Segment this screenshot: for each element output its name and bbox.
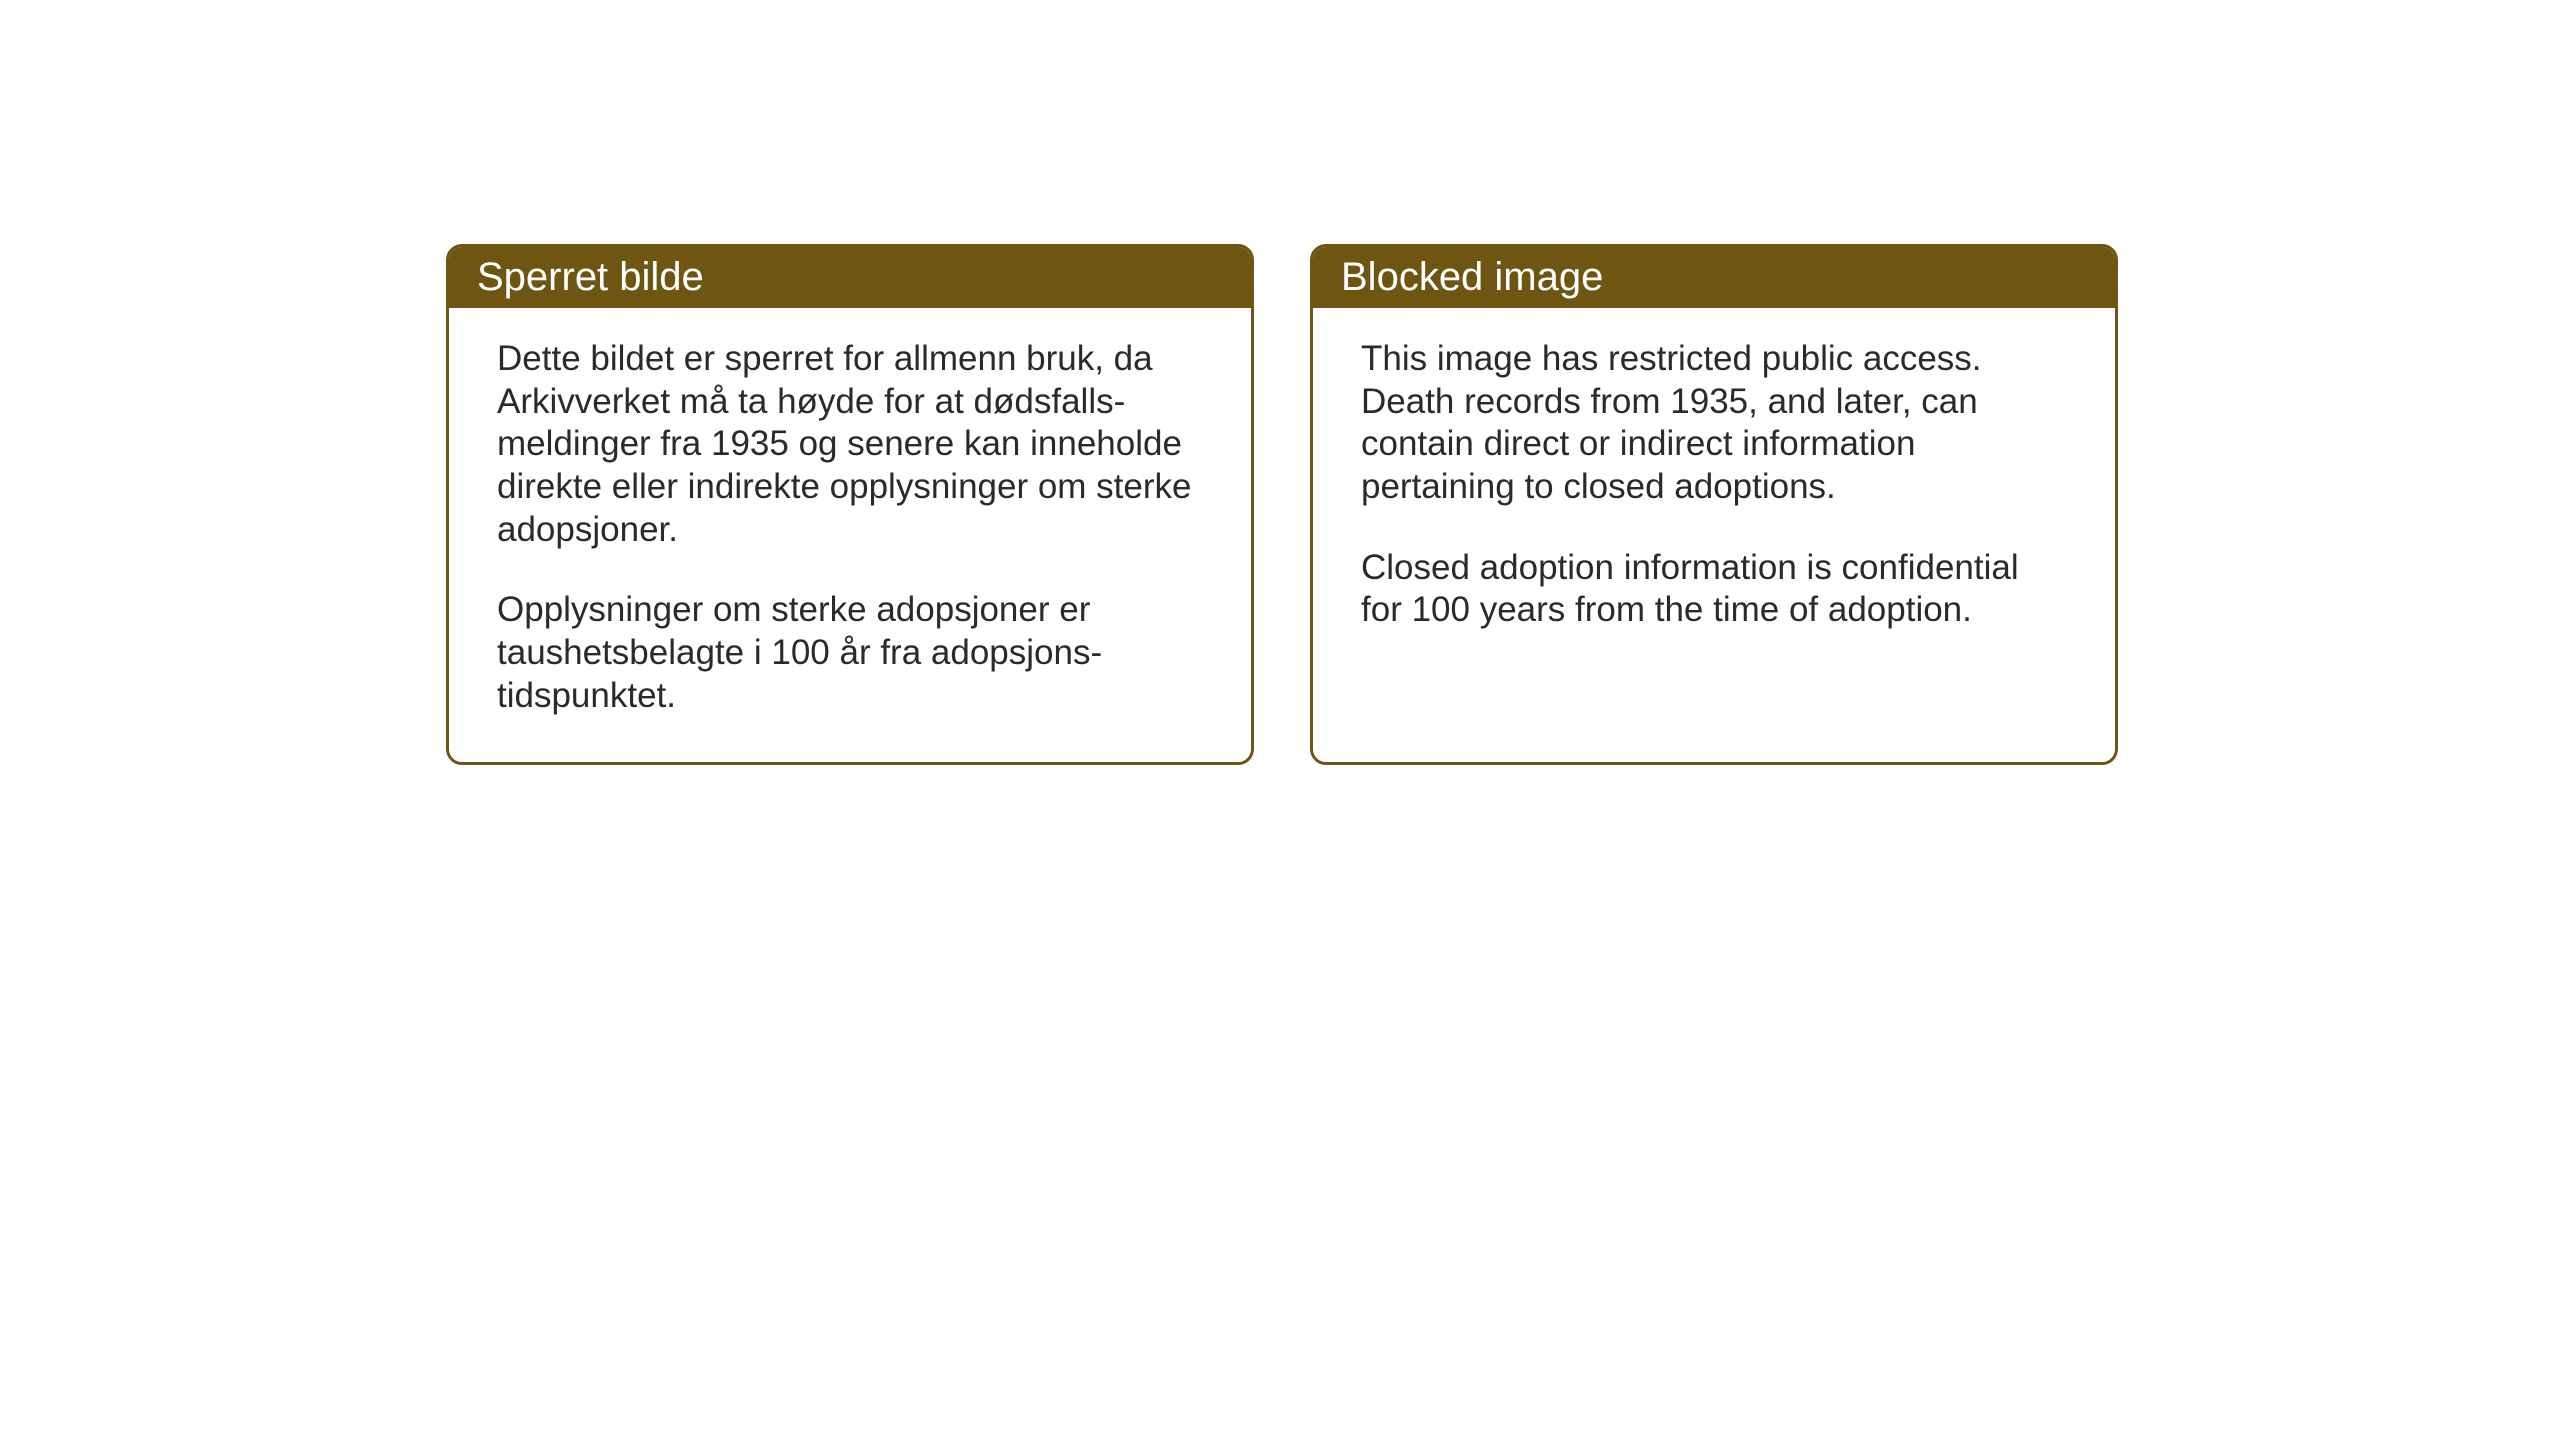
card-header-english: Blocked image — [1313, 247, 2115, 308]
card-title: Sperret bilde — [477, 255, 704, 299]
card-title: Blocked image — [1341, 255, 1603, 299]
card-paragraph-2: Closed adoption information is confident… — [1361, 547, 2067, 632]
card-header-norwegian: Sperret bilde — [449, 247, 1251, 308]
notice-card-english: Blocked image This image has restricted … — [1310, 244, 2118, 765]
notice-card-norwegian: Sperret bilde Dette bildet er sperret fo… — [446, 244, 1254, 765]
card-paragraph-1: This image has restricted public access.… — [1361, 338, 2067, 509]
card-paragraph-1: Dette bildet er sperret for allmenn bruk… — [497, 338, 1203, 551]
card-body-norwegian: Dette bildet er sperret for allmenn bruk… — [449, 308, 1251, 762]
card-body-english: This image has restricted public access.… — [1313, 308, 2115, 676]
notice-container: Sperret bilde Dette bildet er sperret fo… — [446, 244, 2118, 765]
card-paragraph-2: Opplysninger om sterke adopsjoner er tau… — [497, 589, 1203, 717]
